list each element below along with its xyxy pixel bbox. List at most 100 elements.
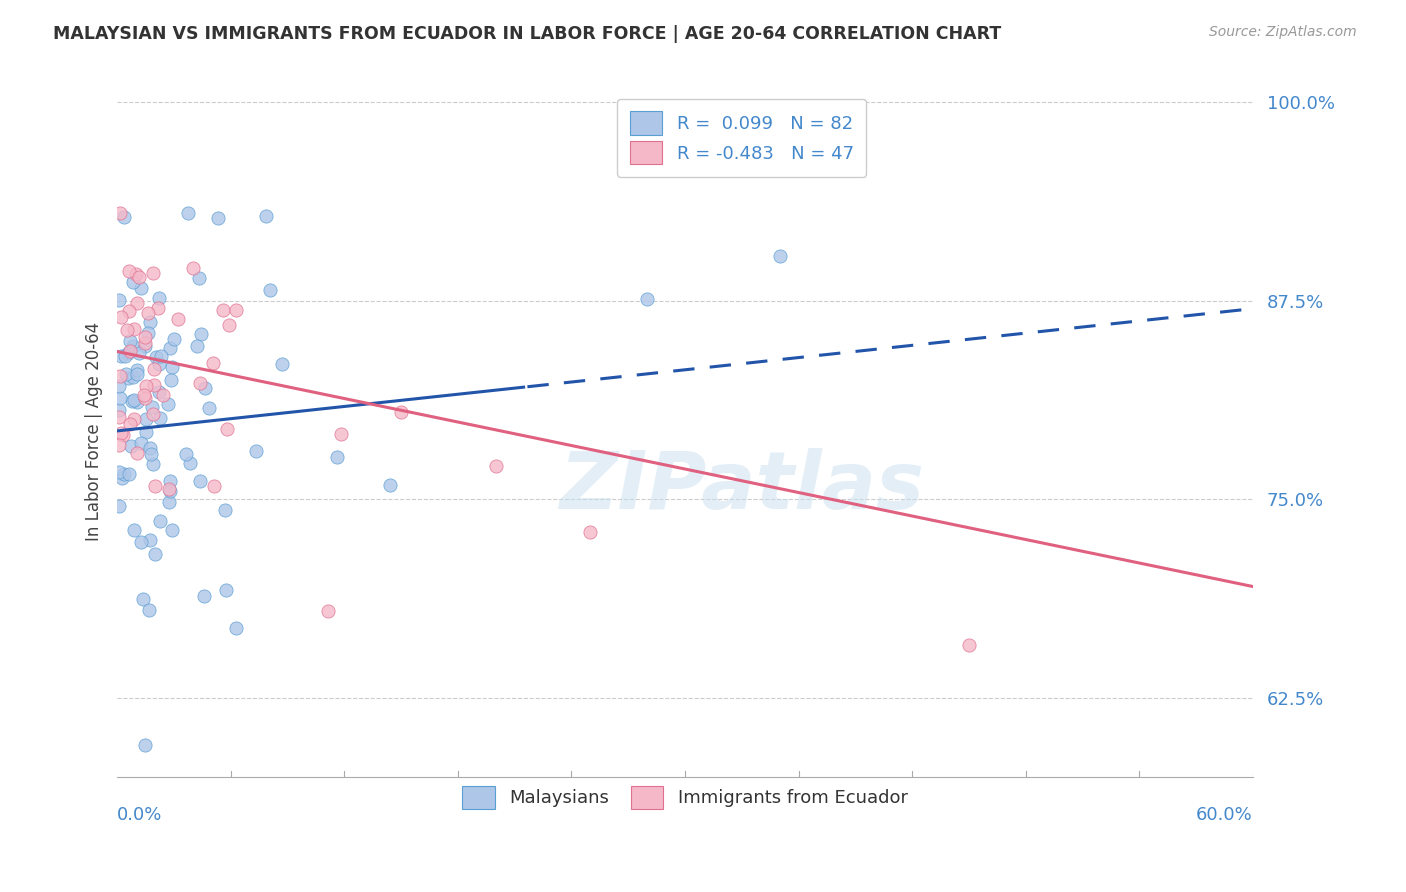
Point (142, 457, 165, 471)
Point (118, 304, 141, 318)
Point (162, 524, 184, 538)
Point (316, 604, 339, 618)
Point (117, 370, 139, 384)
Point (122, 392, 145, 407)
Point (148, 357, 170, 371)
Point (769, 249, 792, 263)
Point (108, 410, 131, 425)
Point (134, 392, 156, 406)
Point (118, 417, 141, 431)
Point (108, 391, 131, 405)
Point (143, 378, 166, 392)
Point (110, 349, 132, 363)
Point (190, 326, 212, 341)
Point (118, 264, 141, 278)
Point (202, 479, 225, 493)
Point (485, 458, 508, 473)
Point (108, 438, 131, 452)
Point (146, 301, 169, 315)
Point (152, 388, 174, 402)
Point (141, 400, 163, 414)
Point (202, 356, 225, 370)
Point (214, 503, 236, 517)
Point (132, 592, 155, 607)
Point (149, 514, 172, 528)
Point (111, 428, 134, 442)
Point (108, 466, 131, 480)
Point (129, 281, 152, 295)
Point (271, 357, 294, 371)
Point (132, 388, 155, 402)
Point (186, 339, 208, 353)
Point (114, 367, 136, 381)
Point (120, 343, 142, 358)
Point (326, 450, 349, 465)
Point (159, 483, 181, 498)
Point (108, 206, 131, 220)
Point (225, 302, 247, 317)
Y-axis label: In Labor Force | Age 20-64: In Labor Force | Age 20-64 (86, 322, 103, 541)
Point (163, 331, 186, 345)
Point (225, 621, 247, 635)
Point (124, 523, 146, 537)
Point (157, 494, 180, 508)
Point (193, 589, 215, 603)
Legend: Malaysians, Immigrants from Ecuador: Malaysians, Immigrants from Ecuador (456, 779, 915, 816)
Point (135, 425, 157, 439)
Point (329, 427, 352, 442)
Point (125, 363, 148, 377)
Point (159, 342, 181, 356)
Point (129, 435, 152, 450)
Point (957, 639, 980, 653)
Point (115, 323, 138, 337)
Point (254, 209, 277, 223)
Point (207, 211, 229, 225)
Point (157, 482, 180, 496)
Point (159, 474, 181, 488)
Point (579, 525, 602, 540)
Point (114, 210, 136, 224)
Point (125, 296, 148, 310)
Point (156, 397, 179, 411)
Point (110, 368, 132, 383)
Point (135, 379, 157, 393)
Point (215, 582, 238, 597)
Point (108, 403, 131, 417)
Point (176, 448, 198, 462)
Point (166, 312, 188, 326)
Text: MALAYSIAN VS IMMIGRANTS FROM ECUADOR IN LABOR FORCE | AGE 20-64 CORRELATION CHAR: MALAYSIAN VS IMMIGRANTS FROM ECUADOR IN … (53, 25, 1001, 43)
Point (162, 359, 184, 374)
Point (110, 426, 132, 441)
Point (380, 478, 402, 492)
Point (149, 410, 172, 425)
Point (125, 368, 148, 382)
Point (124, 267, 146, 281)
Point (139, 315, 162, 329)
Point (198, 401, 221, 416)
Point (145, 547, 167, 561)
Point (139, 446, 162, 460)
Point (122, 370, 145, 384)
Point (122, 275, 145, 289)
Point (139, 533, 162, 548)
Point (188, 474, 211, 488)
Point (145, 351, 167, 365)
Point (122, 412, 145, 426)
Point (142, 407, 165, 421)
Point (188, 376, 211, 390)
Point (136, 306, 159, 320)
Point (211, 303, 233, 318)
Point (148, 385, 170, 400)
Point (117, 467, 139, 482)
Point (108, 500, 131, 514)
Point (108, 293, 131, 308)
Point (134, 330, 156, 344)
Point (108, 378, 131, 392)
Text: 60.0%: 60.0% (1197, 805, 1253, 823)
Point (129, 535, 152, 549)
Point (636, 292, 658, 306)
Text: ZIPatlas: ZIPatlas (560, 448, 924, 526)
Point (111, 471, 134, 485)
Point (134, 339, 156, 353)
Point (112, 467, 135, 481)
